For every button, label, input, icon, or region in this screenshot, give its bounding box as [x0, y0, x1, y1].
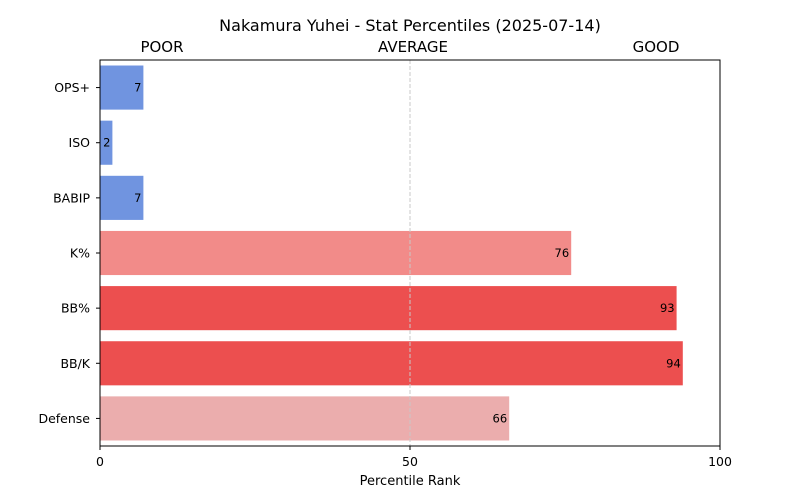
y-tick-label-defense: Defense: [38, 411, 90, 426]
bar-value-k: 76: [555, 246, 570, 260]
zone-label-average: AVERAGE: [378, 38, 448, 56]
plot-area: [100, 65, 683, 441]
y-axis: OPS+ ISO BABIP K% BB% BB/K Defense: [38, 80, 100, 426]
chart-title: Nakamura Yuhei - Stat Percentiles (2025-…: [219, 16, 601, 35]
bar-iso: [100, 120, 113, 165]
y-tick-label-ops: OPS+: [54, 80, 90, 95]
zone-label-poor: POOR: [140, 38, 183, 56]
bar-defense: [100, 396, 510, 441]
bar-value-bb-k: 94: [666, 356, 681, 370]
x-tick-label-100: 100: [708, 454, 732, 469]
y-tick-label-k: K%: [70, 246, 90, 261]
bar-value-labels: 7 2 7 76 93 94 66: [103, 81, 681, 426]
x-tick-label-0: 0: [96, 454, 104, 469]
zone-label-good: GOOD: [633, 38, 680, 56]
bar-value-babip: 7: [134, 191, 141, 205]
bar-value-bb: 93: [660, 301, 675, 315]
x-axis-label: Percentile Rank: [360, 474, 461, 489]
y-tick-label-bb-k: BB/K: [60, 356, 90, 371]
bar-value-iso: 2: [103, 136, 110, 150]
bar-ops: [100, 65, 144, 110]
y-tick-label-bb: BB%: [61, 301, 90, 316]
bar-bb: [100, 286, 677, 331]
bar-babip: [100, 175, 144, 220]
bar-k: [100, 230, 572, 276]
bar-bb-k: [100, 341, 683, 386]
x-axis: 0 50 100: [96, 446, 732, 469]
bar-value-ops: 7: [134, 81, 141, 95]
y-tick-label-babip: BABIP: [53, 190, 90, 205]
bar-value-defense: 66: [493, 411, 508, 425]
x-tick-label-50: 50: [402, 454, 418, 469]
y-tick-label-iso: ISO: [69, 135, 91, 150]
